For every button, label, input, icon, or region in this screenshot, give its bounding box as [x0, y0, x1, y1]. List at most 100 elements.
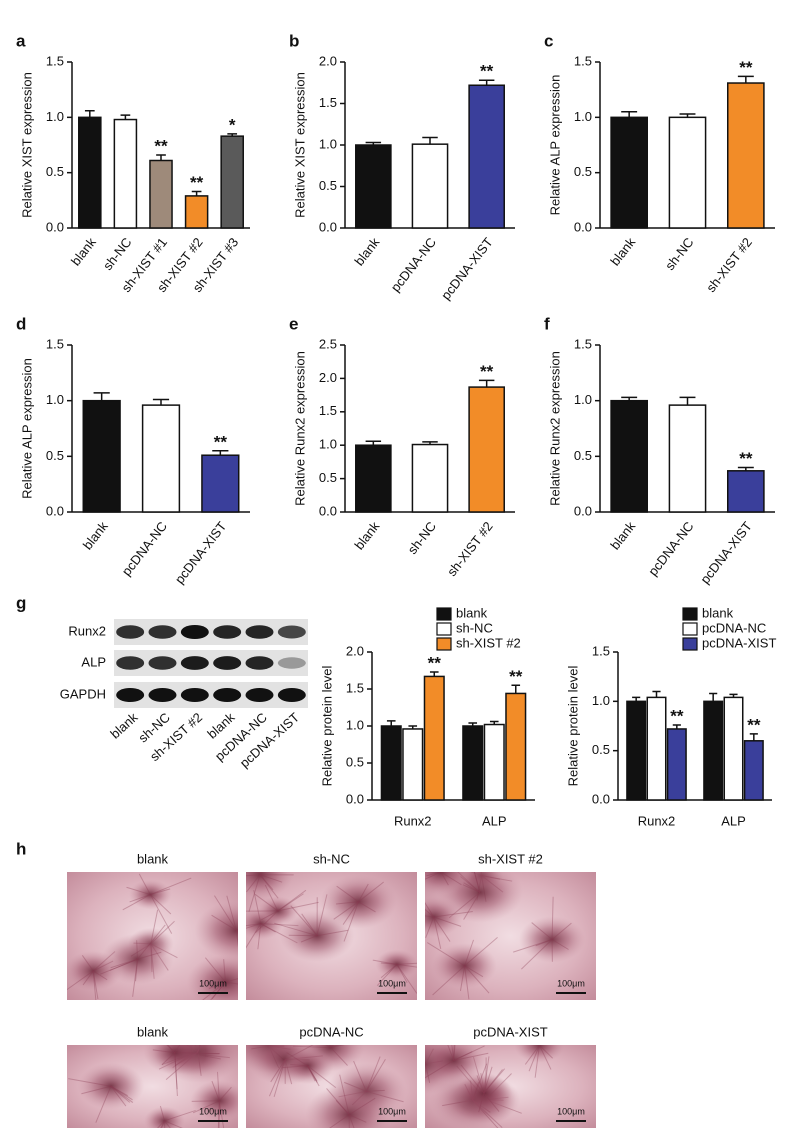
- fiber: [246, 923, 262, 949]
- fiber: [282, 1065, 308, 1069]
- fiber: [161, 1052, 176, 1066]
- y-tick-label: 0.5: [574, 448, 592, 463]
- blot-band: [277, 625, 306, 639]
- y-tick-label: 1.5: [46, 53, 64, 68]
- bar: [380, 725, 402, 801]
- fiber: [425, 916, 435, 938]
- fiber: [226, 895, 237, 931]
- y-tick-label: 0.0: [46, 219, 64, 234]
- fiber: [425, 902, 435, 918]
- caption: blank: [137, 851, 169, 866]
- fiber: [358, 901, 376, 913]
- fiber: [255, 910, 279, 934]
- y-tick-label: 1.0: [592, 693, 610, 708]
- fiber: [286, 1052, 308, 1067]
- bar: [727, 82, 765, 229]
- fiber: [161, 1120, 165, 1128]
- fiber: [464, 965, 470, 1000]
- error-bar: [709, 692, 718, 702]
- fiber: [264, 884, 279, 912]
- fiber: [330, 1047, 348, 1066]
- error-bar: [468, 722, 478, 726]
- fiber: [348, 1114, 367, 1123]
- y-tick-label: 0.5: [574, 164, 592, 179]
- significance: **: [154, 136, 168, 155]
- blot-strip: [114, 619, 308, 645]
- blot-band: [213, 688, 242, 702]
- y-tick-label: 2.5: [319, 336, 337, 351]
- fiber: [473, 872, 481, 893]
- nodule: [518, 916, 586, 963]
- fiber: [211, 1080, 220, 1101]
- fiber: [316, 929, 349, 937]
- error-bar: [672, 724, 681, 729]
- fiber: [453, 1045, 456, 1061]
- fiber: [301, 913, 318, 936]
- panel-letter: a: [16, 31, 26, 50]
- fiber: [459, 965, 466, 992]
- panel-letter: c: [544, 31, 553, 50]
- fiber: [290, 1064, 308, 1067]
- bar: [668, 116, 707, 229]
- error-bar: [679, 396, 696, 406]
- micrograph: 100μm: [246, 1045, 417, 1128]
- fiber: [396, 964, 408, 983]
- fiber: [342, 901, 359, 925]
- legend-label: pcDNA-XIST: [702, 635, 776, 650]
- error-bar: [365, 141, 382, 145]
- significance: **: [480, 62, 494, 81]
- fiber: [246, 923, 261, 927]
- fiber: [473, 872, 481, 893]
- fiber: [365, 1056, 381, 1092]
- legend-swatch: [682, 637, 698, 651]
- fiber: [432, 965, 465, 996]
- fiber: [164, 1120, 183, 1128]
- y-tick-label: 0.5: [346, 754, 364, 769]
- fiber: [259, 872, 263, 875]
- micrograph: 100μm: [246, 872, 417, 1000]
- nodule: [186, 955, 238, 1000]
- fiber: [464, 965, 490, 994]
- fiber: [122, 894, 151, 911]
- bar: [423, 675, 445, 801]
- panel-letter: d: [16, 314, 26, 333]
- error-bar: [489, 720, 499, 725]
- significance: **: [739, 58, 753, 77]
- fiber: [348, 1114, 355, 1128]
- significance: **: [509, 667, 523, 686]
- y-tick-label: 1.5: [46, 336, 64, 351]
- caption: pcDNA-NC: [299, 1024, 363, 1039]
- fiber: [137, 951, 162, 960]
- nodule: [129, 879, 172, 910]
- bar: [113, 118, 138, 229]
- fiber: [129, 894, 151, 903]
- fiber: [223, 959, 226, 983]
- y-tick-label: 2.0: [319, 370, 337, 385]
- fiber: [265, 1045, 270, 1047]
- blot-strip: [114, 650, 308, 676]
- fiber: [460, 1064, 485, 1094]
- x-tick-label: blank: [68, 234, 99, 268]
- fiber: [246, 874, 261, 877]
- scale-bar-label: 100μm: [199, 978, 227, 988]
- fiber: [174, 1052, 178, 1097]
- fiber: [453, 1045, 485, 1061]
- error-bar: [737, 466, 754, 471]
- fiber: [150, 888, 171, 896]
- x-tick-label: pcDNA-NC: [645, 519, 696, 579]
- fiber: [478, 1092, 485, 1113]
- legend-swatch: [682, 607, 698, 621]
- x-tick-label: sh-XIST #2: [703, 235, 755, 295]
- fiber: [453, 1051, 473, 1061]
- fiber: [531, 1045, 540, 1046]
- fiber: [534, 1045, 540, 1078]
- fiber: [451, 1045, 455, 1061]
- fiber: [476, 1075, 485, 1094]
- y-tick-label: 1.0: [574, 392, 592, 407]
- fiber: [358, 883, 369, 903]
- fiber: [174, 1052, 220, 1055]
- significance: *: [229, 115, 236, 134]
- fiber: [372, 959, 397, 965]
- error-bar: [386, 720, 396, 726]
